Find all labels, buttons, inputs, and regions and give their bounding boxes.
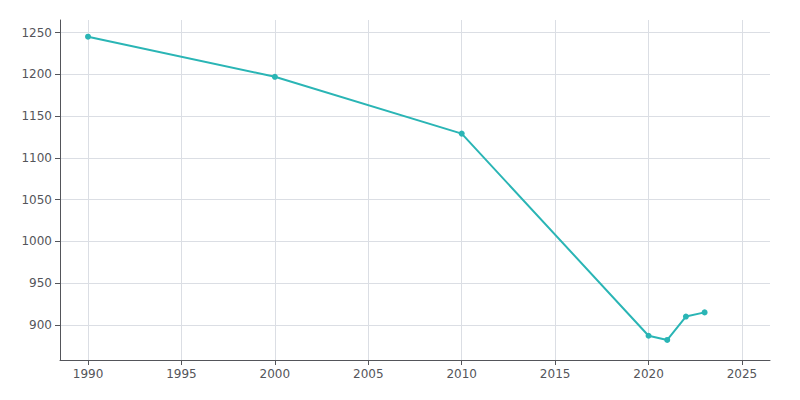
svg-text:1100: 1100 [21,151,52,165]
svg-text:950: 950 [29,276,52,290]
svg-text:1200: 1200 [21,67,52,81]
svg-text:900: 900 [29,318,52,332]
svg-text:1990: 1990 [73,367,104,381]
svg-text:2025: 2025 [727,367,758,381]
svg-text:1250: 1250 [21,26,52,40]
svg-text:2020: 2020 [633,367,664,381]
svg-text:1995: 1995 [166,367,197,381]
svg-text:2000: 2000 [260,367,291,381]
svg-text:1000: 1000 [21,234,52,248]
svg-text:2005: 2005 [353,367,384,381]
svg-text:2015: 2015 [540,367,571,381]
svg-text:1050: 1050 [21,193,52,207]
svg-text:2010: 2010 [446,367,477,381]
svg-text:1150: 1150 [21,109,52,123]
